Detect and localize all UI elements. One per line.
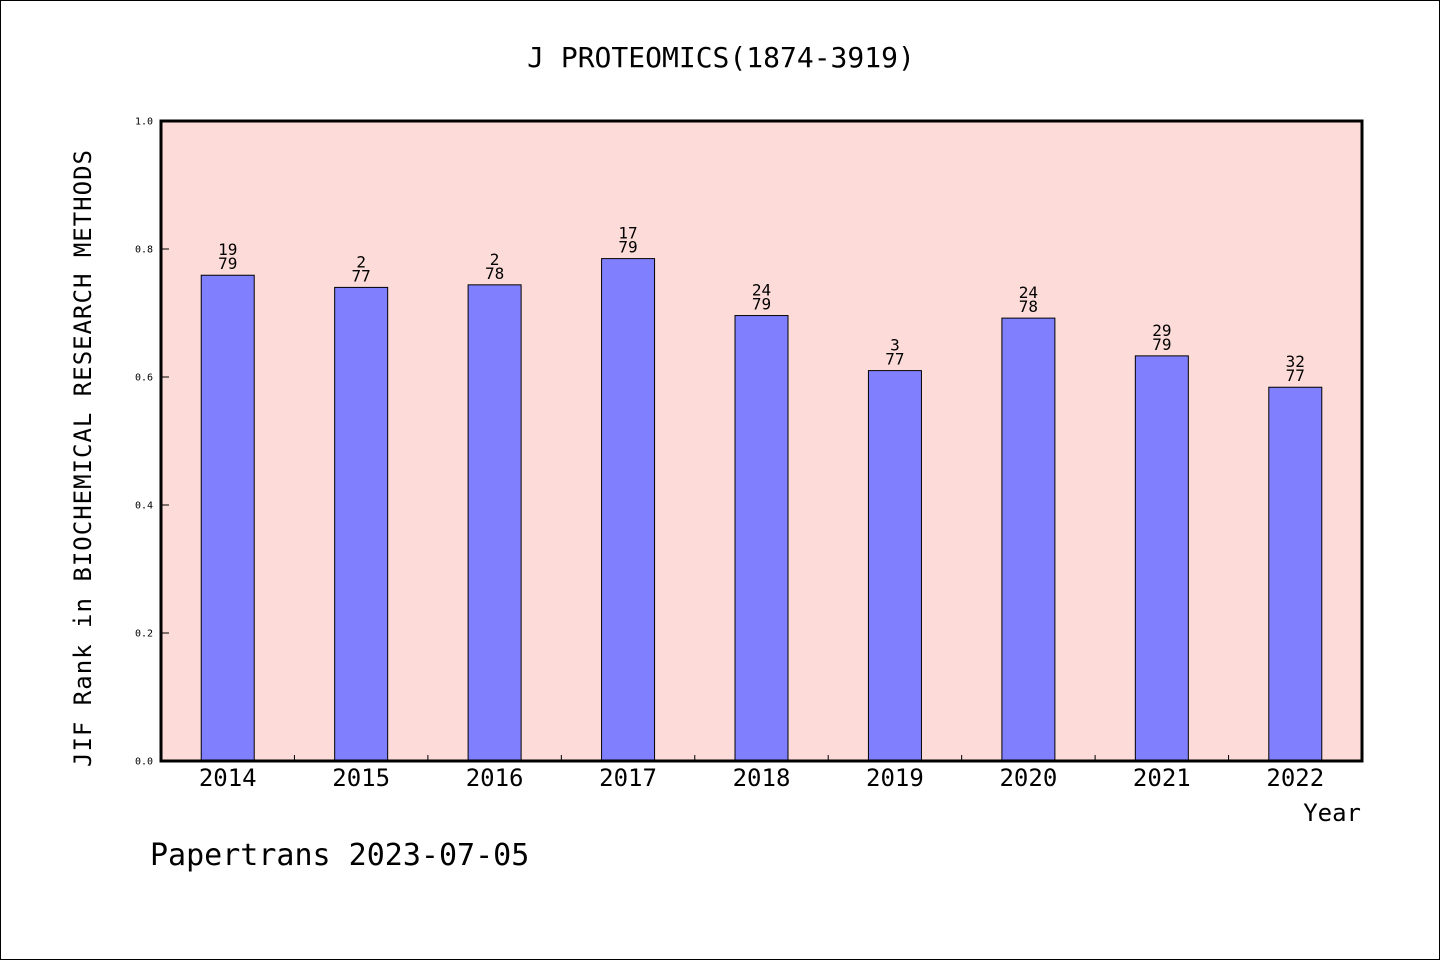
y-tick-label: 0.2 <box>135 629 153 640</box>
bar-rank-label: 24 <box>752 281 771 300</box>
y-tick-label: 0.6 <box>135 373 153 384</box>
bar-rank-label: 32 <box>1286 352 1305 371</box>
y-tick-label: 0.0 <box>135 757 153 768</box>
x-tick-label: 2014 <box>199 764 257 792</box>
bar <box>601 258 656 762</box>
x-tick-label: 2021 <box>1133 764 1191 792</box>
x-tick-label: 2022 <box>1266 764 1324 792</box>
bar-rank-label: 29 <box>1152 321 1171 340</box>
y-tick-label: 0.8 <box>135 245 153 256</box>
bar-total-label: 79 <box>752 295 771 314</box>
bar-rank-label: 24 <box>1019 283 1038 302</box>
bar-total-label: 79 <box>618 238 637 257</box>
x-tick-label: 2020 <box>999 764 1057 792</box>
bar-rank-label: 2 <box>490 250 500 269</box>
y-axis-label: JIF Rank in BIOCHEMICAL RESEARCH METHODS <box>69 149 97 767</box>
x-tick-label: 2018 <box>733 764 791 792</box>
x-tick-label: 2017 <box>599 764 657 792</box>
bar-total-label: 78 <box>485 264 504 283</box>
y-tick-label: 0.4 <box>135 501 153 512</box>
bar-total-label: 78 <box>1019 297 1038 316</box>
x-tick-label: 2019 <box>866 764 924 792</box>
bar <box>200 274 255 762</box>
x-tick-label: 2015 <box>332 764 390 792</box>
x-axis: 2014 2015 2016 2017 2018 2019 2020 2021 2022 <box>199 755 1324 792</box>
bar <box>334 286 389 762</box>
chart-title: J PROTEOMICS(1874-3919) <box>527 41 915 74</box>
bar-total-label: 77 <box>352 266 371 285</box>
plot-border <box>159 119 1364 763</box>
y-tick-label: 1.0 <box>135 117 153 128</box>
bar-total-label: 77 <box>1286 366 1305 385</box>
bar <box>1134 355 1189 762</box>
bar-total-label: 79 <box>218 254 237 273</box>
x-tick-label: 2016 <box>466 764 524 792</box>
bar-rank-label: 3 <box>890 336 900 355</box>
bar-total-label: 79 <box>1152 335 1171 354</box>
footer-text: Papertrans 2023-07-05 <box>150 838 529 873</box>
bar-rank-label: 19 <box>218 240 237 259</box>
bar <box>867 370 922 762</box>
bar <box>734 315 789 762</box>
x-axis-label: Year <box>1303 799 1361 827</box>
bar <box>1268 386 1323 762</box>
bar <box>467 284 522 762</box>
bar-total-label: 77 <box>885 350 904 369</box>
bar-rank-label: 17 <box>618 224 637 243</box>
bar <box>1001 317 1056 762</box>
bar-rank-label: 2 <box>356 252 366 271</box>
